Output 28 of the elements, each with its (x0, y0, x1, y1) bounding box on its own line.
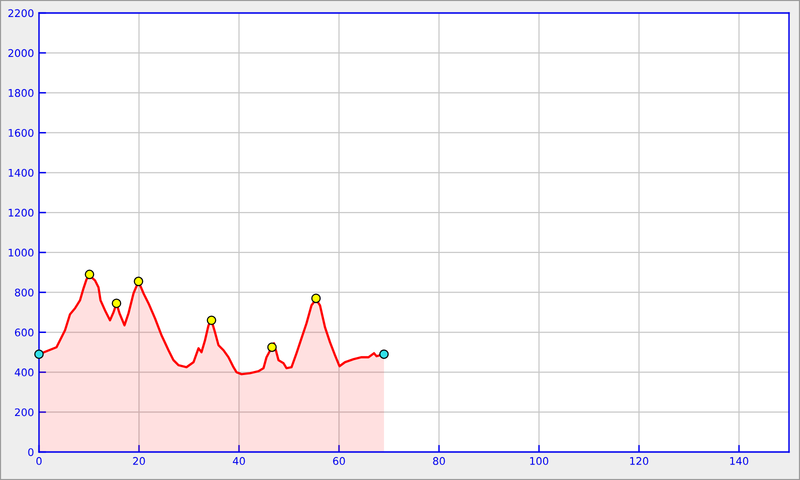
x-tick-label: 60 (333, 457, 345, 465)
y-tick-label: 1800 (8, 89, 34, 97)
point (311, 294, 321, 304)
point (267, 342, 277, 352)
point (34, 350, 44, 359)
x-tick-label: 20 (133, 457, 145, 465)
point (206, 316, 216, 326)
y-tick-label: 1200 (8, 208, 34, 217)
x-tick-label: 120 (630, 457, 648, 465)
point (379, 350, 389, 359)
y-tick-label: 600 (14, 328, 34, 336)
x-tick-label: 100 (530, 457, 548, 465)
y-tick-label: 400 (14, 368, 34, 376)
y-tick-label: 2200 (8, 9, 34, 18)
point (112, 298, 122, 308)
y-tick-label: 1400 (8, 168, 34, 177)
point (134, 276, 144, 286)
y-tick-label: 800 (14, 288, 34, 296)
x-tick-label: 0 (36, 457, 42, 465)
y-tick-label: 1000 (8, 248, 34, 257)
y-tick-label: 200 (15, 408, 34, 416)
point (84, 270, 94, 280)
x-tick-label: 140 (730, 457, 748, 465)
y-tick-label: 2000 (8, 49, 34, 58)
y-tick-label: 0 (28, 448, 34, 456)
y-tick-label: 1600 (8, 128, 34, 137)
x-tick-label: 80 (433, 457, 445, 465)
x-tick-label: 40 (232, 457, 245, 465)
